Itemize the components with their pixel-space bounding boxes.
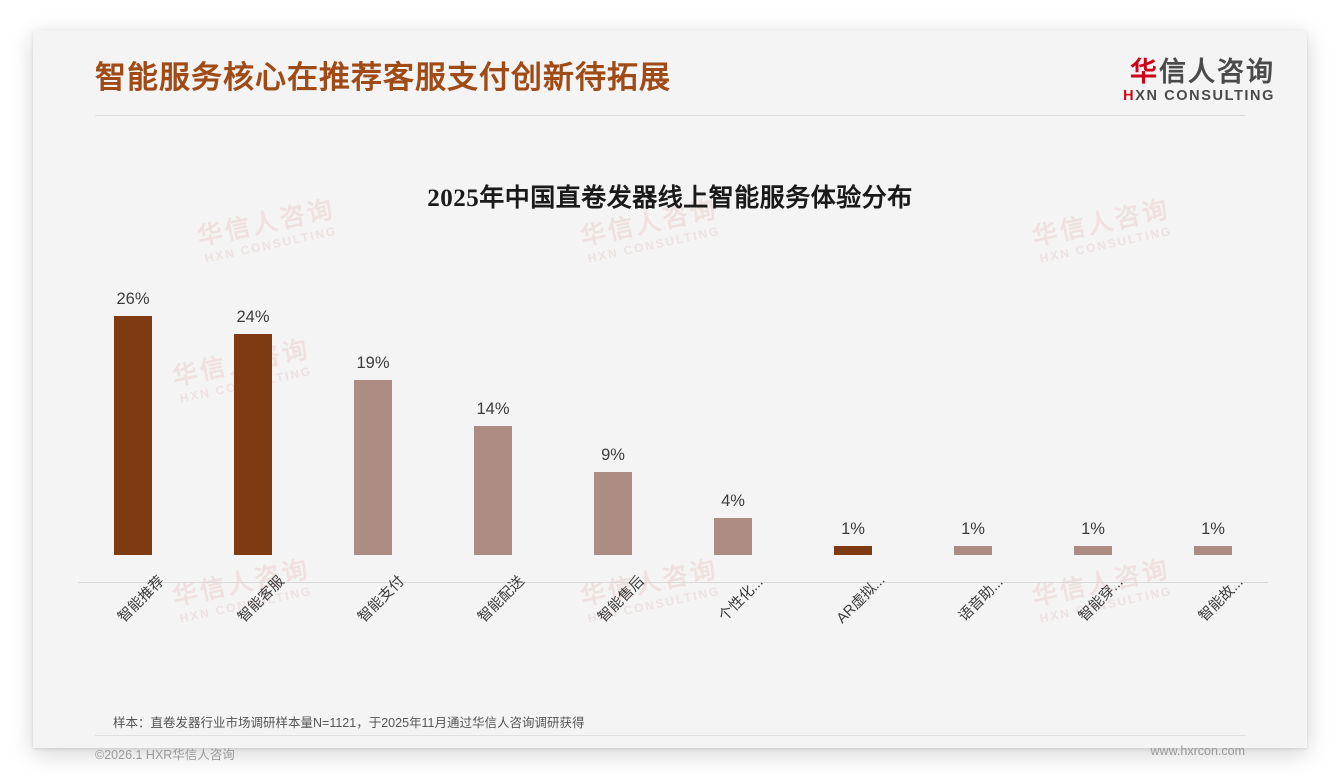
- logo-rest-chars: 信人咨询: [1159, 57, 1275, 87]
- page-title: 智能服务核心在推荐客服支付创新待拓展: [95, 60, 671, 95]
- bar-rect[interactable]: [594, 472, 632, 555]
- slide-card: 智能服务核心在推荐客服支付创新待拓展 华信人咨询 HXN CONSULTING …: [33, 30, 1307, 762]
- bar-group[interactable]: 14%: [438, 228, 548, 555]
- x-axis-tick-text: 语音助...: [956, 574, 1007, 625]
- chart-title: 2025年中国直卷发器线上智能服务体验分布: [427, 185, 913, 212]
- bar-value-label: 24%: [236, 308, 270, 326]
- bar-group[interactable]: 19%: [318, 228, 428, 555]
- x-axis-tick-label: 语音助...: [918, 574, 1028, 625]
- x-axis-tick-label: 智能配送: [438, 573, 548, 625]
- logo-english-text: HXN CONSULTING: [1095, 88, 1275, 104]
- x-axis-tick-label: 智能客服: [198, 573, 308, 625]
- x-axis-tick-label: 智能故...: [1158, 574, 1268, 625]
- logo-en-rest: XN CONSULTING: [1135, 88, 1275, 105]
- bar-rect[interactable]: [474, 426, 512, 555]
- logo-en-accent: H: [1123, 88, 1136, 105]
- bar-group[interactable]: 24%: [198, 228, 308, 555]
- logo-chinese-text: 华信人咨询: [1095, 58, 1275, 86]
- bar-group[interactable]: 4%: [678, 228, 788, 555]
- x-axis-tick-text: 智能支付: [355, 573, 408, 626]
- bar-group[interactable]: 1%: [1038, 228, 1148, 555]
- bar-value-label: 1%: [1081, 520, 1105, 538]
- x-axis-tick-label: 智能售后: [558, 573, 668, 625]
- x-axis-tick-label: AR虚拟...: [798, 572, 908, 627]
- x-axis-tick-text: 智能客服: [235, 573, 288, 626]
- bar-value-label: 1%: [961, 520, 985, 538]
- x-axis-tick-text: AR虚拟...: [834, 572, 889, 627]
- x-axis-tick-label: 智能支付: [318, 573, 428, 625]
- bar-rect[interactable]: [354, 380, 392, 555]
- axis-baseline: [78, 582, 1268, 583]
- bar-rect[interactable]: [954, 546, 992, 555]
- header-divider: [95, 115, 1245, 116]
- bar-group[interactable]: 1%: [918, 228, 1028, 555]
- bar-rect[interactable]: [234, 334, 272, 555]
- bar-value-label: 14%: [476, 400, 510, 418]
- copyright-text: ©2026.1 HXR华信人咨询: [95, 748, 235, 762]
- bar-value-label: 4%: [721, 492, 745, 510]
- website-text: www.hxrcon.com: [1150, 744, 1245, 758]
- bar-value-label: 19%: [356, 354, 390, 372]
- bar-group[interactable]: 1%: [1158, 228, 1268, 555]
- bar-group[interactable]: 26%: [78, 228, 188, 555]
- bar-value-label: 9%: [601, 446, 625, 464]
- x-axis-tick-text: 个性化...: [716, 574, 767, 625]
- bar-chart-plot: 26% 24% 19% 14% 9% 4% 1% 1% 1% 1%: [78, 255, 1268, 555]
- logo-accent-char: 华: [1130, 57, 1159, 87]
- x-axis-tick-text: 智能推荐: [115, 573, 168, 626]
- x-axis-tick-text: 智能配送: [475, 573, 528, 626]
- bar-value-label: 1%: [841, 520, 865, 538]
- bar-rect[interactable]: [834, 546, 872, 555]
- bar-rect[interactable]: [114, 316, 152, 555]
- bar-rect[interactable]: [1194, 546, 1232, 555]
- bar-rect[interactable]: [714, 518, 752, 555]
- footer-divider: [95, 735, 1245, 736]
- bar-group[interactable]: 1%: [798, 228, 908, 555]
- sample-note: 样本：直卷发器行业市场调研样本量N=1121，于2025年11月通过华信人咨询调…: [113, 716, 585, 730]
- brand-logo: 华信人咨询 HXN CONSULTING: [1095, 58, 1275, 105]
- slide-header: 智能服务核心在推荐客服支付创新待拓展 华信人咨询 HXN CONSULTING: [33, 30, 1307, 118]
- x-axis-tick-text: 智能售后: [595, 573, 648, 626]
- x-axis-tick-text: 智能故...: [1196, 574, 1247, 625]
- x-axis-tick-label: 智能穿...: [1038, 574, 1148, 625]
- bar-rect[interactable]: [1074, 546, 1112, 555]
- x-axis-labels: 智能推荐 智能客服 智能支付 智能配送 智能售后 个性化... AR虚拟... 语音助... 智…: [78, 572, 1268, 678]
- bar-group[interactable]: 9%: [558, 228, 668, 555]
- bar-value-label: 26%: [116, 290, 150, 308]
- bar-value-label: 1%: [1201, 520, 1225, 538]
- x-axis-tick-text: 智能穿...: [1076, 574, 1127, 625]
- x-axis-tick-label: 智能推荐: [78, 573, 188, 625]
- x-axis-tick-label: 个性化...: [678, 574, 788, 625]
